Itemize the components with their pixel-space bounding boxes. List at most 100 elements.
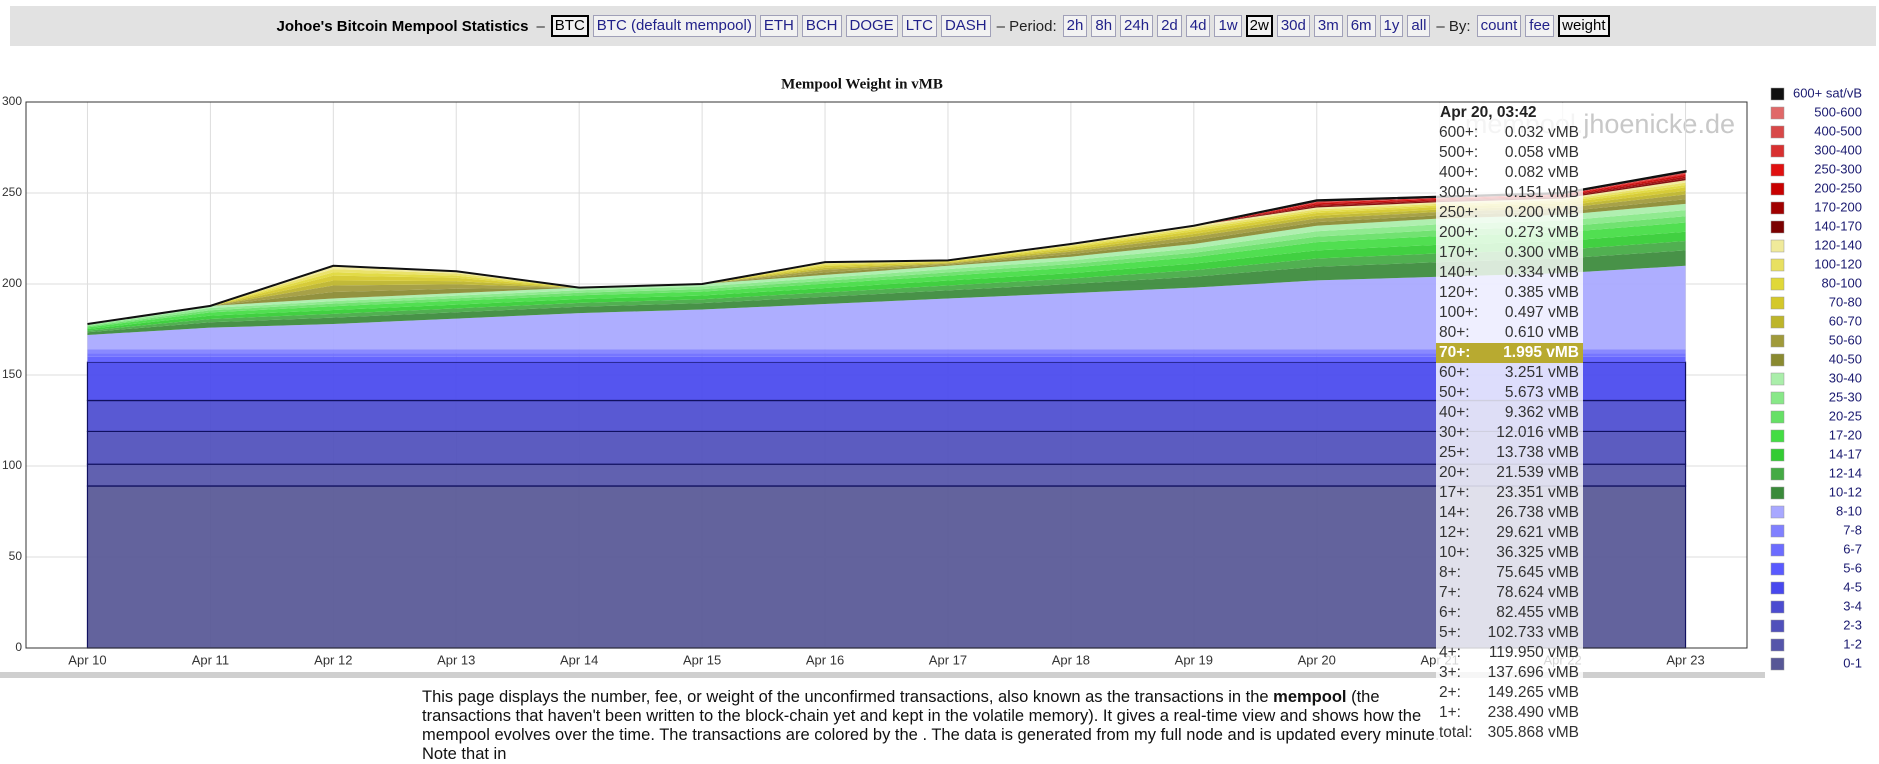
nav-link[interactable]: BTC — [550, 15, 589, 37]
tooltip-label: 120+: — [1439, 284, 1479, 301]
tooltip-label: 2+: — [1439, 684, 1461, 701]
y-tick-label: 300 — [2, 94, 22, 108]
legend-label: 400-500 — [1814, 123, 1862, 138]
nav-link[interactable]: 1w — [1214, 15, 1242, 37]
y-tick-label: 0 — [15, 640, 22, 654]
tooltip-label: 3+: — [1439, 664, 1461, 681]
nav-link[interactable]: ETH — [759, 15, 798, 37]
x-tick-label: Apr 16 — [806, 652, 844, 667]
legend-swatch — [1770, 372, 1785, 386]
tooltip-row: 200+: 0.273 vMB — [1436, 223, 1583, 243]
chart-title: Mempool Weight in vMB — [781, 76, 943, 92]
tooltip-label: 140+: — [1439, 264, 1479, 281]
tooltip-row: 1+: 238.490 vMB — [1436, 703, 1583, 723]
tooltip-row: 600+: 0.032 vMB — [1436, 123, 1583, 143]
nav-link[interactable]: 1y — [1379, 15, 1404, 37]
nav-link[interactable]: DOGE — [845, 15, 898, 37]
intro-part: (the transactions that haven't been writ… — [422, 688, 1440, 763]
nav-link[interactable]: 3m — [1313, 15, 1343, 37]
nav-link[interactable]: BTC (default mempool) — [592, 15, 756, 37]
tooltip-value: 0.200 vMB — [1504, 204, 1579, 221]
x-tick-label: Apr 18 — [1052, 652, 1090, 667]
legend-swatch — [1770, 239, 1785, 253]
nav-link[interactable]: 24h — [1120, 15, 1154, 37]
tooltip-value: 0.273 vMB — [1504, 224, 1579, 241]
area — [87, 216, 1686, 328]
area — [87, 210, 1686, 327]
tooltip-value: 3.251 vMB — [1504, 364, 1579, 381]
legend-label: 120-140 — [1814, 237, 1862, 252]
x-tick-label: Apr 12 — [314, 652, 352, 667]
x-tick-label: Apr 15 — [683, 652, 721, 667]
nav-link[interactable]: fee — [1525, 15, 1555, 37]
tooltip-value: 12.016 vMB — [1496, 424, 1579, 441]
legend-label: 4-5 — [1843, 579, 1862, 594]
legend-label: 40-50 — [1829, 351, 1862, 366]
tooltip-label: 25+: — [1439, 444, 1470, 461]
legend-label: 17-20 — [1829, 427, 1862, 442]
nav-link[interactable]: 6m — [1346, 15, 1376, 37]
nav-bar: Johoe's Bitcoin Mempool Statistics – BTC… — [10, 6, 1876, 46]
nav-link[interactable]: weight — [1558, 15, 1610, 37]
nav-link[interactable]: LTC — [901, 15, 937, 37]
tooltip-value: 0.300 vMB — [1504, 244, 1579, 261]
nav-link[interactable]: DASH — [940, 15, 991, 37]
tooltip-value: 26.738 vMB — [1496, 504, 1579, 521]
nav-link[interactable]: 2w — [1245, 15, 1273, 37]
site-title: Johoe's Bitcoin Mempool Statistics — [276, 17, 529, 35]
legend-label: 0-1 — [1843, 655, 1862, 670]
tooltip-label: 10+: — [1439, 544, 1470, 561]
tooltip-value: 0.082 vMB — [1504, 164, 1579, 181]
tooltip-row: 2+: 149.265 vMB — [1436, 683, 1583, 703]
area — [87, 250, 1686, 335]
tooltip-row: 3+: 137.696 vMB — [1436, 663, 1583, 683]
area — [87, 265, 1686, 350]
legend-label: 2-3 — [1843, 617, 1862, 632]
tooltip-value: 82.455 vMB — [1496, 604, 1579, 621]
nav-link[interactable]: 2d — [1157, 15, 1182, 37]
legend-swatch — [1770, 391, 1785, 405]
legend-label: 30-40 — [1829, 370, 1862, 385]
tooltip-label: 600+: — [1439, 124, 1479, 141]
nav-link[interactable]: 4d — [1185, 15, 1211, 37]
tooltip-row: 8+: 75.645 vMB — [1436, 563, 1583, 583]
legend-swatch — [1770, 562, 1785, 576]
tooltip-row: 100+: 0.497 vMB — [1436, 303, 1583, 323]
legend-swatch — [1770, 543, 1785, 557]
tooltip-row: 14+: 26.738 vMB — [1436, 503, 1583, 523]
x-tick-label: Apr 23 — [1666, 652, 1704, 667]
legend-label: 25-30 — [1829, 389, 1862, 404]
area — [87, 203, 1686, 326]
nav-link[interactable]: all — [1407, 15, 1431, 37]
y-tick-label: 250 — [2, 185, 22, 199]
tooltip-value: 137.696 vMB — [1487, 664, 1579, 681]
tooltip-label: 60+: — [1439, 364, 1470, 381]
tooltip-row: total: 305.868 vMB — [1436, 723, 1583, 743]
tooltip-value: 5.673 vMB — [1504, 384, 1579, 401]
tooltip-value: 0.032 vMB — [1504, 124, 1579, 141]
tooltip-label: 17+: — [1439, 484, 1470, 501]
x-tick-label: Apr 17 — [929, 652, 967, 667]
y-tick-label: 200 — [2, 276, 22, 290]
legend-label: 3-4 — [1843, 598, 1862, 613]
nav-link[interactable]: count — [1476, 15, 1522, 37]
tooltip-value: 119.950 vMB — [1488, 644, 1579, 661]
tooltip-row: 25+: 13.738 vMB — [1436, 443, 1583, 463]
nav-link[interactable]: BCH — [801, 15, 842, 37]
nav-link[interactable]: 30d — [1276, 15, 1310, 37]
legend-swatch — [1770, 657, 1785, 671]
nav-link[interactable]: 8h — [1091, 15, 1117, 37]
nav-link[interactable]: 2h — [1062, 15, 1088, 37]
tooltip-row: 10+: 36.325 vMB — [1436, 543, 1583, 563]
tooltip-label: 5+: — [1439, 624, 1461, 641]
intro-bold: mempool — [1273, 688, 1347, 706]
tooltip-row: 40+: 9.362 vMB — [1436, 403, 1583, 423]
tooltip-value: 9.362 vMB — [1504, 404, 1579, 421]
legend-swatch — [1770, 505, 1785, 519]
legend-swatch — [1770, 163, 1785, 177]
tooltip-label: 70+: — [1439, 344, 1471, 361]
tooltip-value: 102.733 vMB — [1487, 624, 1579, 641]
tooltip-row: 20+: 21.539 vMB — [1436, 463, 1583, 483]
nav-label: – Period: — [996, 17, 1057, 35]
tooltip-row: 12+: 29.621 vMB — [1436, 523, 1583, 543]
